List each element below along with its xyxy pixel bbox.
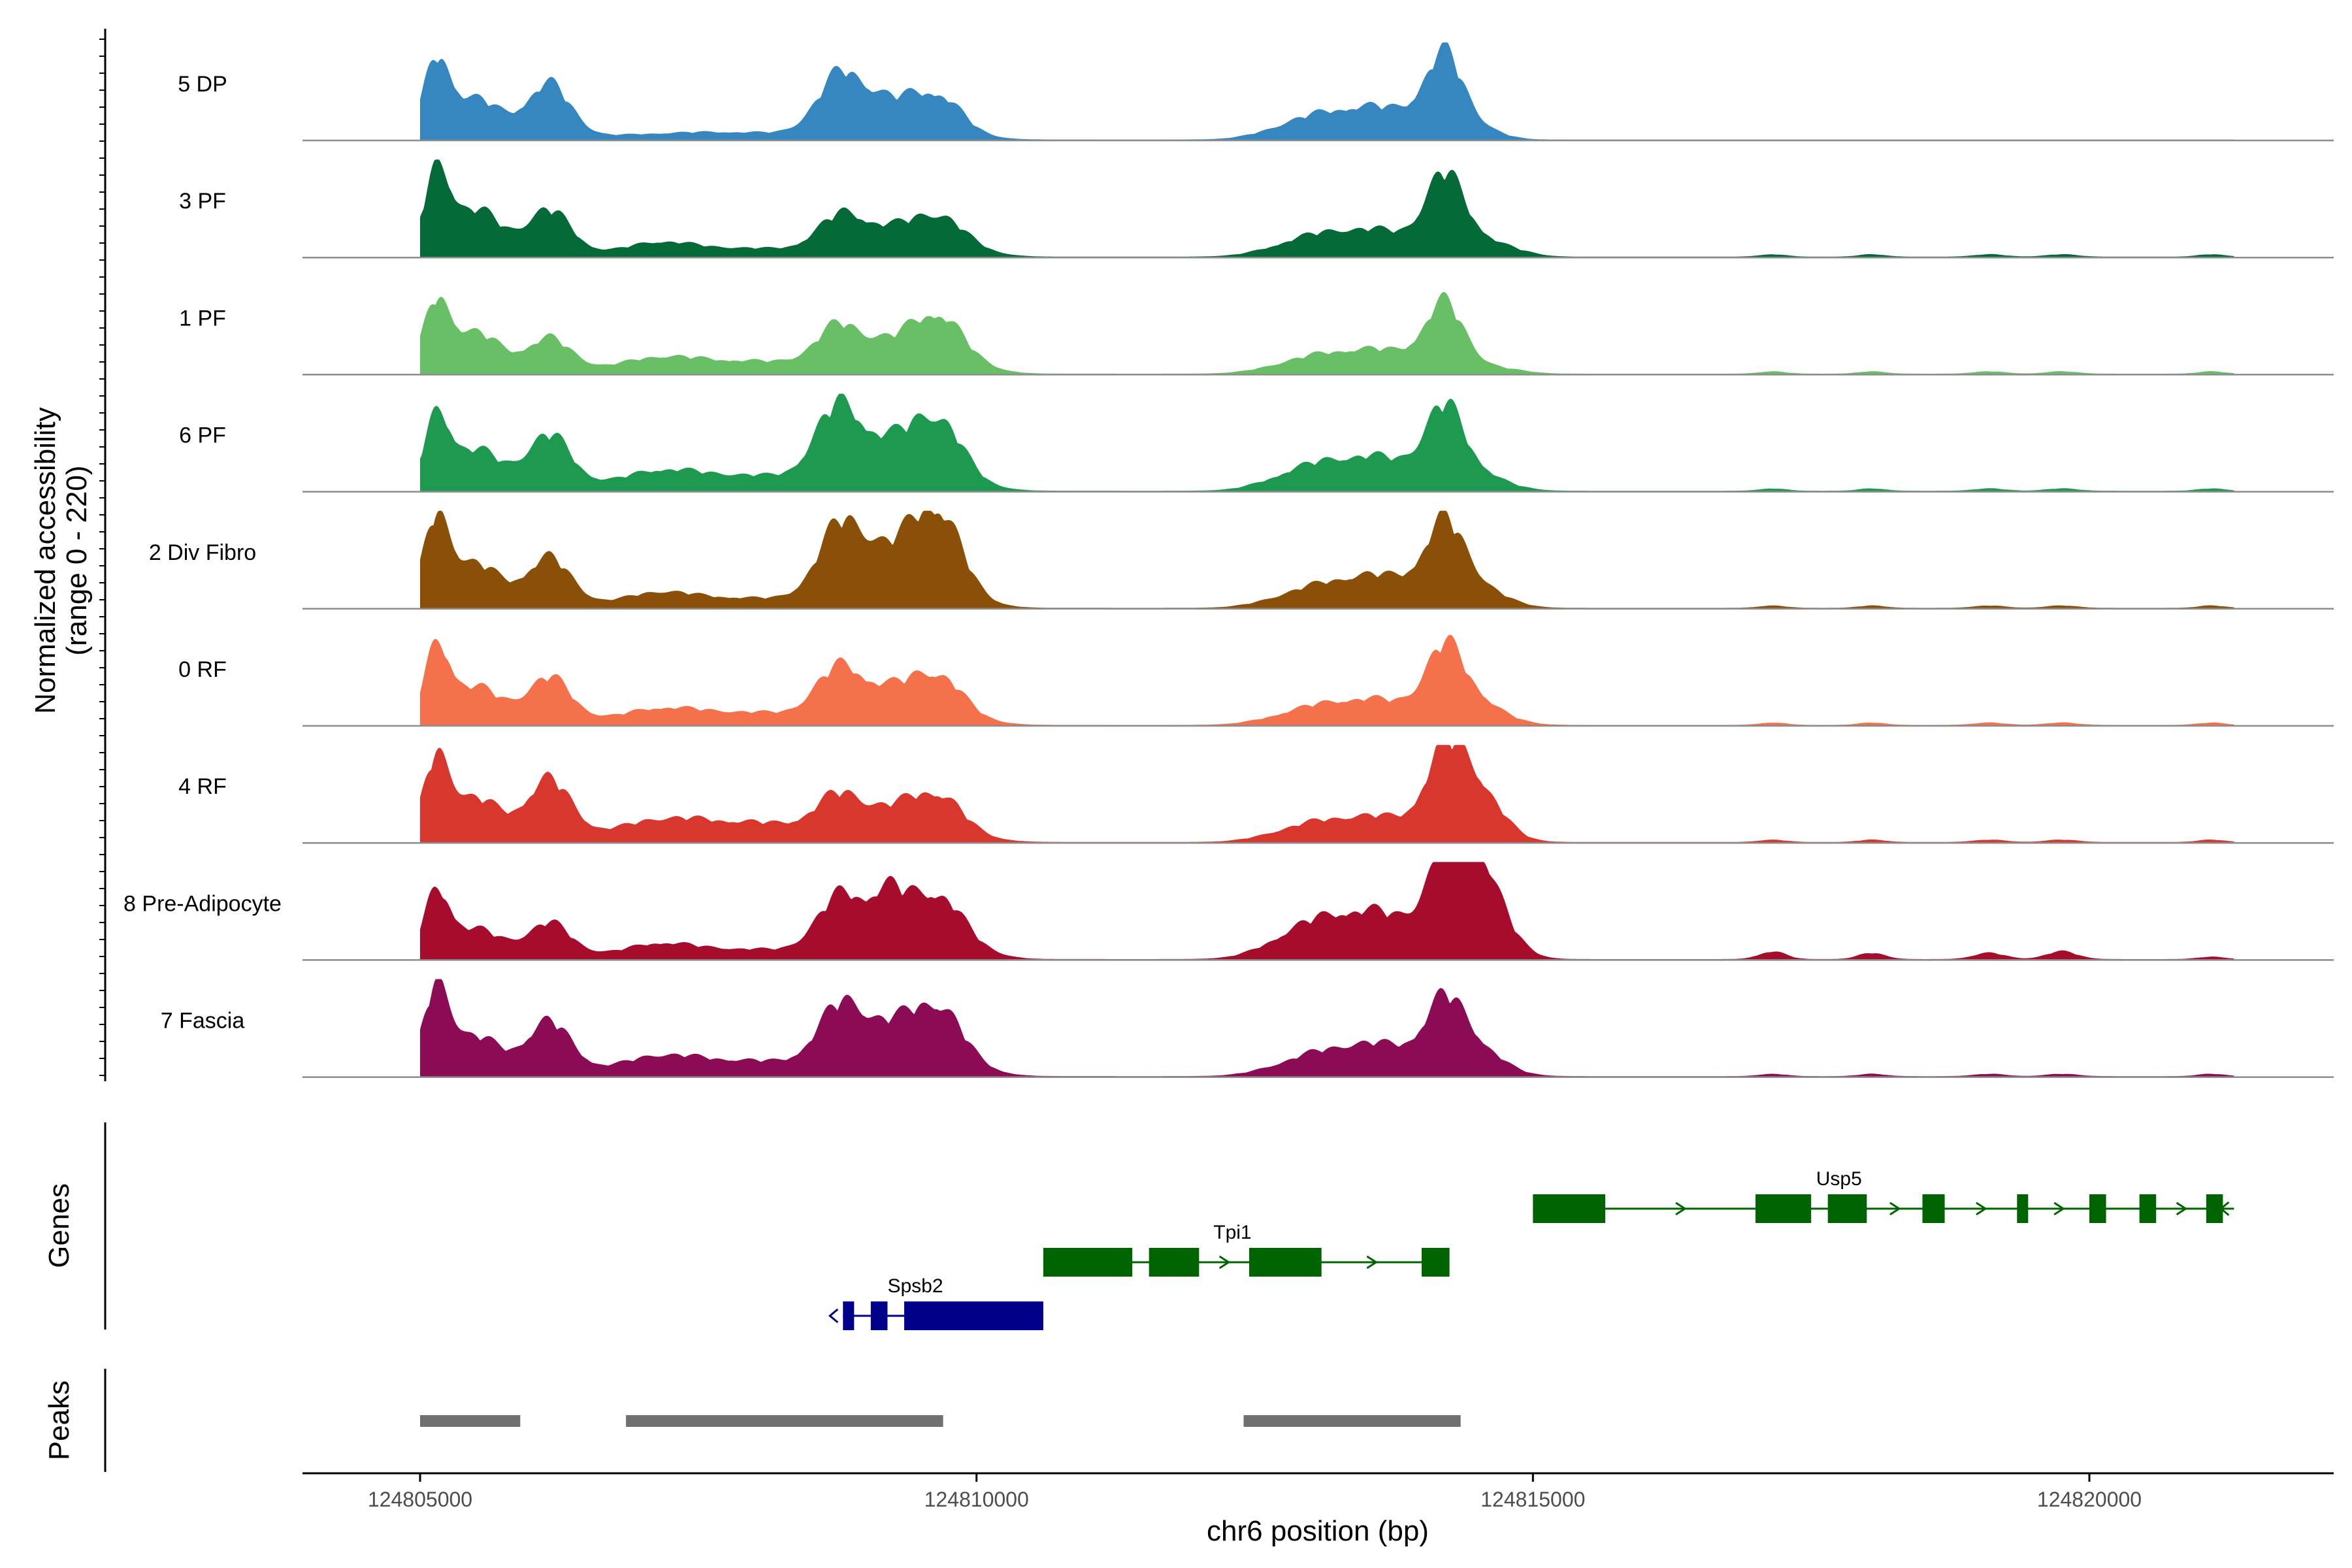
strand-arrow-icon bbox=[1675, 1201, 1687, 1216]
track-label: 3 PF bbox=[179, 189, 226, 214]
x-tick-label: 124810000 bbox=[924, 1488, 1029, 1511]
coverage-tracks: 5 DP 3 PF 1 PF 6 PF 2 Div Fibro 0 RF 4 RF 8 Pre… bbox=[123, 42, 2334, 1078]
track-7-fascia: 7 Fascia bbox=[161, 979, 2334, 1078]
peak-bar bbox=[1243, 1415, 1461, 1427]
peak-regions bbox=[420, 1415, 1461, 1427]
track-label: 2 Div Fibro bbox=[149, 540, 256, 565]
strand-arrow-icon bbox=[1366, 1255, 1379, 1269]
track-0-rf: 0 RF bbox=[178, 634, 2334, 727]
strand-arrow-icon bbox=[2219, 1201, 2230, 1217]
gene-exon bbox=[1756, 1194, 1812, 1223]
track-4-rf: 4 RF bbox=[178, 745, 2334, 844]
gene-tpi1: Tpi1 bbox=[1043, 1222, 1450, 1277]
coverage-area-3-pf bbox=[420, 159, 2234, 258]
coverage-area-5-dp bbox=[420, 42, 2234, 140]
strand-arrow-icon bbox=[828, 1308, 839, 1324]
coverage-y-axis-ticks bbox=[99, 39, 105, 1076]
gene-exon bbox=[1043, 1248, 1133, 1277]
x-tick-label: 124815000 bbox=[1480, 1488, 1585, 1511]
track-label: 0 RF bbox=[178, 657, 227, 682]
gene-exon bbox=[1533, 1194, 1606, 1223]
gene-exon bbox=[1249, 1248, 1322, 1277]
strand-arrow-icon bbox=[2176, 1201, 2188, 1216]
gene-exon bbox=[2139, 1194, 2157, 1223]
genes-panel-title: Genes bbox=[43, 1183, 75, 1268]
strand-arrow-icon bbox=[1218, 1255, 1231, 1269]
gene-annotations: Usp5 Tpi1 Spsb2 bbox=[828, 1168, 2234, 1330]
track-2-div-fibro: 2 Div Fibro bbox=[149, 510, 2334, 610]
gene-exon bbox=[1149, 1248, 1200, 1277]
track-label: 5 DP bbox=[178, 72, 227, 97]
coverage-area-0-rf bbox=[420, 634, 2234, 726]
gene-label: Spsb2 bbox=[887, 1275, 943, 1297]
coverage-area-1-pf bbox=[420, 291, 2234, 375]
gene-spsb2: Spsb2 bbox=[828, 1275, 1043, 1330]
strand-arrow-icon bbox=[2053, 1201, 2065, 1216]
y-axis-subtitle: (range 0 - 220) bbox=[61, 465, 93, 655]
gene-exon bbox=[870, 1301, 888, 1330]
gene-exon bbox=[1922, 1194, 1945, 1223]
track-label: 1 PF bbox=[179, 306, 226, 331]
coverage-area-7-fascia bbox=[420, 979, 2234, 1077]
strand-arrow-icon bbox=[1889, 1201, 1901, 1216]
track-3-pf: 3 PF bbox=[179, 159, 2334, 259]
coverage-area-8-pre-adipocyte bbox=[420, 862, 2234, 960]
coverage-area-2-div-fibro bbox=[420, 510, 2234, 609]
x-axis-title: chr6 position (bp) bbox=[1207, 1515, 1429, 1547]
gene-usp5: Usp5 bbox=[1533, 1168, 2234, 1223]
strand-arrow-icon bbox=[1976, 1201, 1987, 1216]
track-label: 4 RF bbox=[178, 774, 227, 799]
gene-exon bbox=[1827, 1194, 1867, 1223]
track-label: 6 PF bbox=[179, 423, 226, 448]
gene-exon bbox=[2017, 1194, 2029, 1223]
x-tick-label: 124820000 bbox=[2037, 1488, 2142, 1511]
gene-exon bbox=[2089, 1194, 2106, 1223]
track-6-pf: 6 PF bbox=[179, 393, 2334, 493]
track-5-dp: 5 DP bbox=[178, 42, 2334, 142]
gene-exon bbox=[843, 1301, 855, 1330]
gene-exon bbox=[904, 1301, 1043, 1330]
coverage-area-6-pf bbox=[420, 393, 2234, 492]
track-label: 7 Fascia bbox=[161, 1009, 245, 1034]
x-tick-label: 124805000 bbox=[368, 1488, 472, 1511]
strand-arrow-icon bbox=[1435, 1254, 1445, 1270]
x-axis-ticks: 124805000 124810000 124815000 124820000 bbox=[368, 1473, 2142, 1511]
track-8-pre-adipocyte: 8 Pre-Adipocyte bbox=[123, 862, 2334, 961]
peak-bar bbox=[626, 1415, 943, 1427]
gene-label: Tpi1 bbox=[1213, 1222, 1251, 1243]
coverage-area-4-rf bbox=[420, 745, 2234, 843]
peaks-panel-title: Peaks bbox=[43, 1380, 75, 1460]
track-1-pf: 1 PF bbox=[179, 291, 2334, 376]
peak-bar bbox=[420, 1415, 521, 1427]
y-axis-title: Normalized accessibility bbox=[29, 407, 61, 713]
gene-label: Usp5 bbox=[1816, 1168, 1862, 1190]
track-label: 8 Pre-Adipocyte bbox=[123, 891, 282, 916]
